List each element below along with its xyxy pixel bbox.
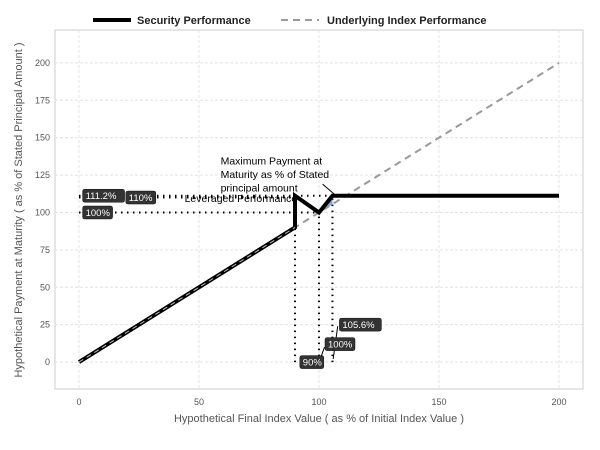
value-label-box — [82, 205, 113, 220]
x-tick-label: 150 — [431, 397, 446, 407]
value-label: 110% — [125, 190, 157, 205]
annotation-text: Leveraged Performance — [185, 193, 298, 205]
y-axis-ticks: 0 25 50 75 100 125 150 175 200 — [35, 58, 50, 367]
y-tick-label: 75 — [40, 245, 50, 255]
series-overlap-stripe — [78, 227, 296, 363]
value-label-text: 90% — [303, 358, 323, 369]
value-label-text: 111.2% — [86, 191, 117, 202]
y-tick-label: 150 — [35, 133, 50, 143]
legend-label-security-performance: Security Performance — [137, 15, 251, 27]
value-label-box — [299, 355, 325, 369]
value-label: 105.6% — [339, 317, 382, 332]
value-label-box — [82, 188, 125, 203]
value-label-text: 110% — [129, 193, 153, 204]
series-line-security-performance — [77, 191, 559, 364]
y-tick-label: 175 — [35, 95, 50, 105]
value-label-text: 105.6% — [342, 320, 375, 331]
series-lines — [77, 62, 560, 364]
x-tick-label: 0 — [76, 397, 81, 407]
y-axis-title: Hypothetical Payment at Maturity ( as % … — [13, 42, 25, 377]
legend-label-underlying-index-performance: Underlying Index Performance — [327, 15, 487, 27]
value-label: 100% — [82, 205, 113, 220]
value-label-box — [339, 317, 382, 332]
x-tick-label: 100 — [311, 397, 326, 407]
x-axis-title: Hypothetical Final Index Value ( as % of… — [174, 413, 464, 425]
annotation-text: principal amount — [221, 183, 298, 195]
x-tick-label: 50 — [194, 397, 204, 407]
y-tick-label: 0 — [45, 357, 50, 367]
gridlines — [55, 30, 583, 389]
value-label: 111.2% — [82, 188, 125, 203]
value-label-box — [324, 337, 356, 351]
value-label-text: 100% — [86, 208, 111, 219]
annotation-leader-line — [322, 183, 339, 198]
y-tick-label: 125 — [35, 170, 50, 180]
annotation-text: Maximum Payment at — [221, 156, 323, 168]
legend: Security Performance Underlying Index Pe… — [93, 15, 487, 27]
value-label-text: 100% — [328, 340, 353, 351]
y-tick-label: 100 — [35, 207, 50, 217]
y-tick-label: 50 — [40, 282, 50, 292]
y-tick-label: 200 — [35, 58, 50, 68]
value-label: 100% — [324, 337, 356, 351]
annotation-text: Maturity as % of Stated — [221, 169, 330, 181]
value-label: 90% — [299, 355, 325, 369]
x-tick-label: 200 — [551, 397, 566, 407]
value-labels: 111.2% 110% 100% 105.6% 100% 90% — [82, 188, 382, 369]
value-label-box — [125, 190, 157, 205]
y-tick-label: 25 — [40, 320, 50, 330]
x-axis-ticks: 0 50 100 150 200 — [76, 397, 566, 407]
